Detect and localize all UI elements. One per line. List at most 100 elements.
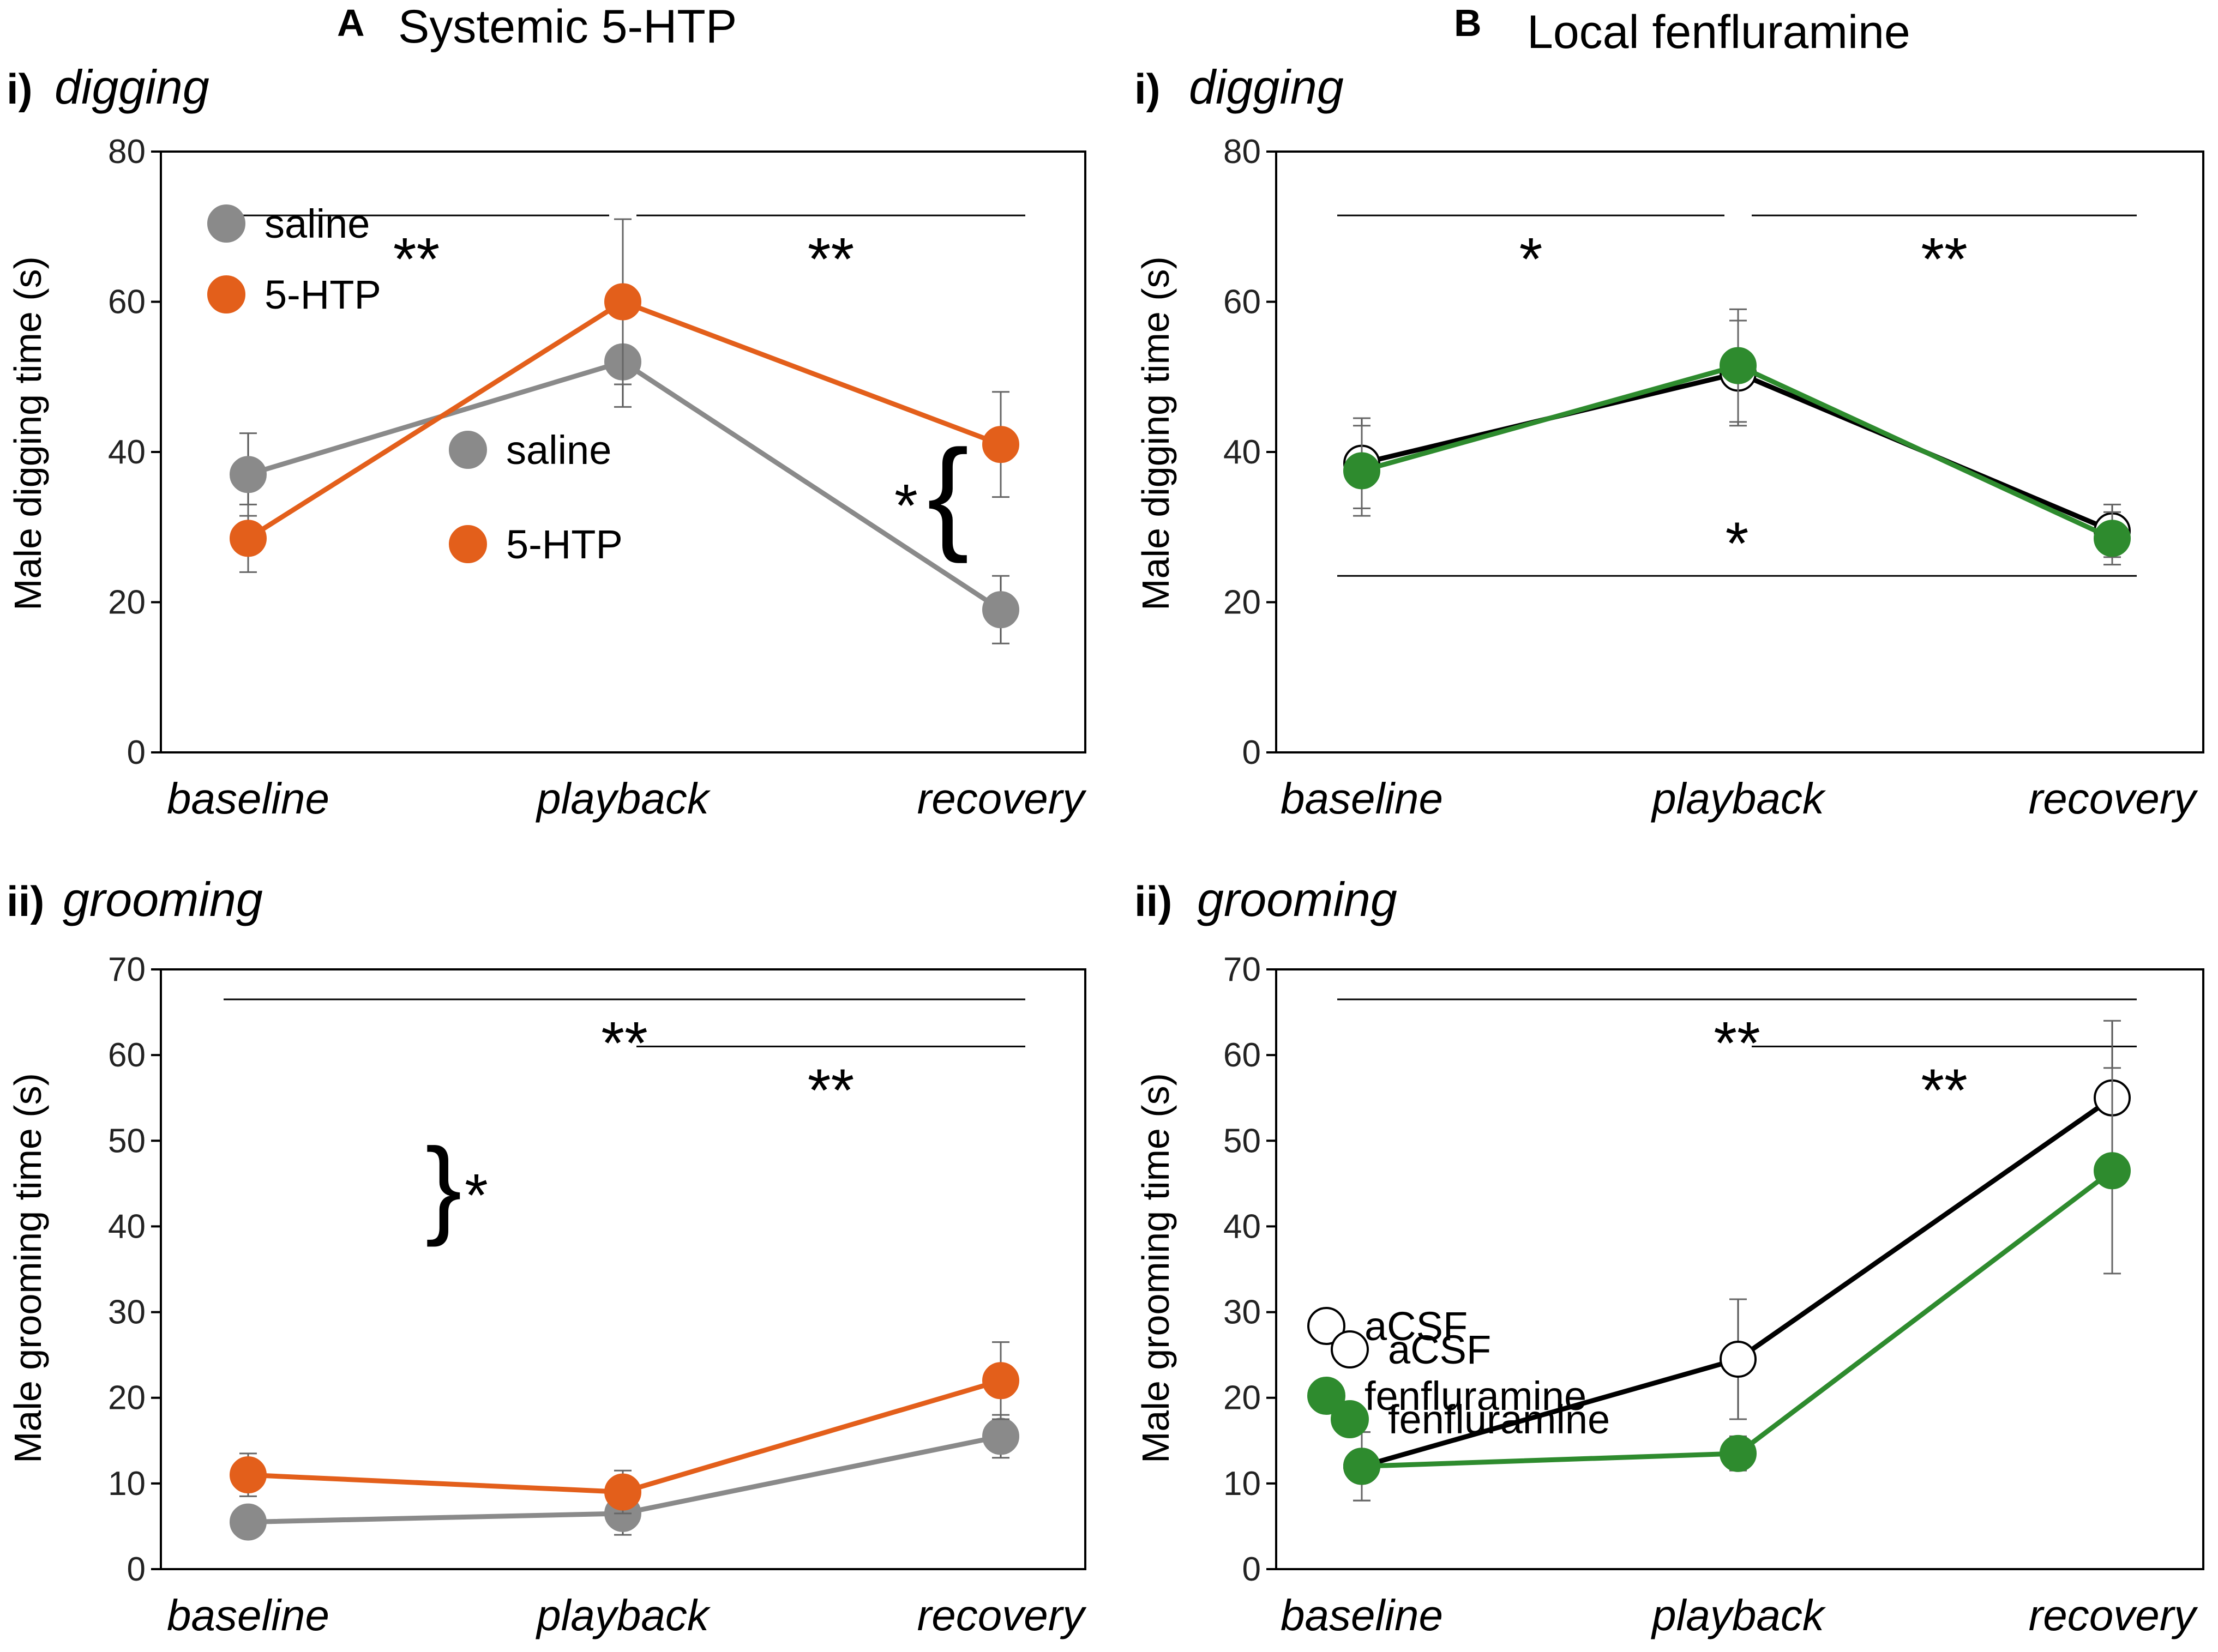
significance-label: **: [393, 226, 440, 293]
y-tick-label: 40: [1223, 1208, 1261, 1245]
x-category-label: recovery: [917, 1591, 1087, 1639]
legend-label-fenfluramine: fenfluramine: [1388, 1397, 1610, 1442]
y-tick-label: 20: [108, 1379, 146, 1417]
plot-frame: [160, 968, 1086, 1570]
legend-label-aCSF: aCSF: [1388, 1327, 1491, 1372]
y-tick-label: 60: [108, 284, 146, 321]
data-point-fenfluramine: [2094, 520, 2131, 557]
y-tick-label: 70: [108, 951, 146, 988]
x-category-label: baseline: [1281, 774, 1443, 823]
legend-marker-saline: [449, 431, 487, 469]
x-category-label: recovery: [917, 774, 1087, 823]
legend-marker-fenfluramine: [1331, 1400, 1369, 1438]
significance-label: **: [1921, 1057, 1968, 1124]
x-category-label: playback: [1651, 1591, 1826, 1639]
column-b-title: Local fenfluramine: [1527, 6, 1910, 58]
y-tick-label: 30: [108, 1294, 146, 1331]
data-point-fenfluramine: [1343, 1448, 1380, 1485]
y-tick-label: 40: [108, 1208, 146, 1245]
data-point-saline: [230, 456, 267, 493]
y-tick-label: 60: [1223, 284, 1261, 321]
legend-marker-saline: [207, 204, 245, 243]
legend-label-saline: saline: [506, 427, 611, 473]
data-point-5-HTP: [982, 426, 1019, 463]
data-point-saline: [982, 1418, 1019, 1455]
legend-label-aCSF: aCSF: [1365, 1304, 1468, 1349]
chart-b-digging: i) digging Male digging time (s) 0 20 40 60…: [1134, 60, 2204, 1419]
y-tick-label: 20: [108, 584, 146, 622]
chart-b-grooming: ii) grooming Male grooming time (s) 0 10 2…: [1134, 872, 2204, 1639]
y-tick-label: 80: [1223, 133, 1261, 171]
x-category-label: baseline: [1281, 1591, 1443, 1639]
chart-a-grooming: ii) grooming Male grooming time (s) 0 10 2…: [7, 201, 1087, 1639]
significance-label: *: [894, 472, 918, 539]
x-category-label: baseline: [167, 774, 329, 823]
y-tick-label: 40: [1223, 433, 1261, 471]
y-tick-label: 0: [1242, 734, 1261, 771]
data-point-fenfluramine: [1720, 1434, 1757, 1472]
panel-subtitle: grooming: [63, 872, 263, 926]
y-tick-label: 80: [108, 133, 146, 171]
panel-roman-label: ii): [1134, 877, 1172, 925]
legend-marker-aCSF: [1307, 1307, 1345, 1345]
legend-label-5-HTP: 5-HTP: [265, 272, 381, 317]
legend-marker-5-HTP: [449, 525, 487, 563]
plot-frame: [1275, 150, 2204, 753]
chart-a-digging: i) digging Male digging time (s) 0 20 40 60…: [7, 60, 1087, 823]
significance-label: **: [1714, 1010, 1760, 1077]
x-category-label: recovery: [2029, 1591, 2199, 1639]
panel-subtitle: digging: [1189, 60, 1344, 114]
y-tick-label: 60: [108, 1036, 146, 1074]
x-category-label: playback: [536, 1591, 711, 1639]
legend-marker-5-HTP: [207, 275, 245, 313]
data-point-5-HTP: [230, 1456, 267, 1494]
panel-subtitle: grooming: [1197, 872, 1397, 926]
column-a-title: Systemic 5-HTP: [398, 1, 737, 53]
x-category-label: baseline: [167, 1591, 329, 1639]
significance-label: **: [808, 226, 855, 293]
data-point-fenfluramine: [1343, 452, 1380, 490]
legend-marker-aCSF: [1331, 1330, 1369, 1368]
brace-symbol: }: [425, 1126, 462, 1247]
data-point-fenfluramine: [2094, 1152, 2131, 1190]
brace-symbol: {: [927, 424, 969, 564]
panel-roman-label: i): [1134, 65, 1161, 113]
x-category-label: recovery: [2029, 774, 2199, 823]
x-category-label: playback: [1651, 774, 1826, 823]
y-tick-label: 40: [108, 433, 146, 471]
y-tick-label: 60: [1223, 1036, 1261, 1074]
data-point-5-HTP: [230, 520, 267, 557]
y-tick-label: 20: [1223, 584, 1261, 622]
panel-roman-label: i): [7, 65, 33, 113]
x-category-label: playback: [536, 774, 711, 823]
y-tick-label: 0: [1242, 1551, 1261, 1588]
data-point-5-HTP: [604, 1473, 641, 1511]
y-tick-label: 0: [127, 734, 146, 771]
data-point-saline: [230, 1503, 267, 1541]
y-tick-label: 50: [1223, 1122, 1261, 1160]
legend-label-saline: saline: [265, 201, 370, 246]
y-axis-title: Male digging time (s): [7, 256, 49, 611]
column-b-letter: B: [1454, 2, 1482, 44]
y-tick-label: 50: [108, 1122, 146, 1160]
data-point-5-HTP: [604, 283, 641, 321]
legend-marker-fenfluramine: [1307, 1377, 1345, 1415]
plot-frame: [160, 150, 1086, 753]
data-point-5-HTP: [982, 1362, 1019, 1400]
data-point-fenfluramine: [1720, 347, 1757, 384]
significance-label: **: [808, 1057, 855, 1124]
significance-label: *: [1519, 226, 1543, 293]
data-point-aCSF: [1720, 1341, 1757, 1378]
y-tick-label: 0: [127, 1551, 146, 1588]
y-axis-title: Male grooming time (s): [7, 1073, 49, 1463]
column-a-letter: A: [337, 2, 365, 44]
significance-label: *: [465, 1162, 488, 1229]
y-tick-label: 70: [1223, 951, 1261, 988]
y-tick-label: 20: [1223, 1379, 1261, 1417]
legend-label-5-HTP: 5-HTP: [506, 522, 623, 567]
significance-label: *: [1726, 510, 1749, 577]
plot-frame: [1275, 968, 2204, 1570]
y-tick-label: 10: [1223, 1465, 1261, 1503]
